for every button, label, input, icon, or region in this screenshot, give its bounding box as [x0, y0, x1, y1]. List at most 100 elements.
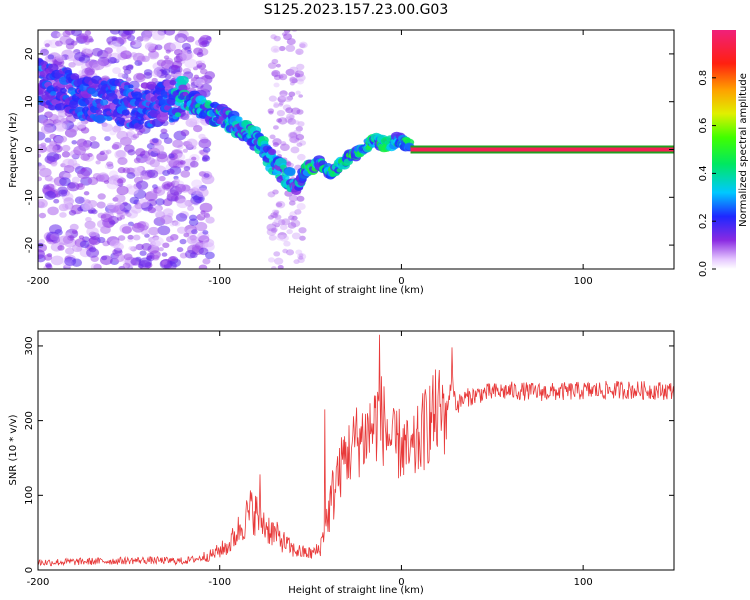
heatmap-cell [59, 177, 71, 187]
heatmap-cell [284, 96, 293, 103]
heatmap-cell [148, 50, 159, 59]
heatmap-cell [191, 179, 203, 189]
heatmap-cell [119, 215, 126, 220]
heatmap-cell [163, 137, 173, 145]
heatmap-cell [162, 208, 174, 217]
heatmap-cell [203, 173, 210, 178]
heatmap-cell [184, 58, 198, 69]
heatmap-cell [274, 214, 282, 220]
colorbar-tick-label: 0.0 [698, 261, 709, 277]
heatmap-cell [160, 128, 168, 134]
heatmap-cell [38, 90, 45, 95]
spectrogram-x-ticks: -200 -100 0 100 [27, 30, 593, 287]
heatmap-cell [66, 181, 80, 192]
heatmap-cell [38, 176, 43, 182]
heatmap-cell [125, 64, 134, 71]
heatmap-cell [205, 216, 215, 224]
heatmap-cell [205, 251, 215, 260]
heatmap-cell [71, 30, 82, 37]
heatmap-cell [99, 255, 113, 266]
heatmap-cell [267, 148, 277, 156]
heatmap-cell [156, 188, 163, 194]
colorbar-tick-label: 0.6 [698, 118, 709, 134]
heatmap-cell [81, 202, 92, 211]
heatmap-cell [133, 157, 142, 164]
heatmap-cell [169, 256, 176, 262]
heatmap-cell [106, 202, 115, 210]
heatmap-cell [65, 247, 75, 255]
heatmap-cell [44, 190, 56, 200]
heatmap-cell [131, 222, 145, 233]
heatmap-cell [198, 196, 204, 201]
heatmap-cell [292, 30, 298, 33]
heatmap-cell [121, 226, 132, 234]
heatmap-cell [196, 51, 204, 58]
heatmap-cell [276, 118, 282, 123]
heatmap-cell [174, 112, 182, 118]
heatmap-cell [162, 169, 171, 176]
heatmap-cell [121, 109, 130, 116]
heatmap-cell [102, 51, 112, 59]
heatmap-cell [38, 198, 48, 209]
heatmap-cell [298, 227, 307, 234]
heatmap-cell [283, 240, 291, 247]
heatmap-cell [132, 133, 140, 139]
heatmap-cell [273, 82, 280, 88]
heatmap-cell [287, 118, 297, 125]
heatmap-cell [48, 104, 56, 111]
heatmap-cell [100, 99, 109, 106]
colorbar-tick-label: 0.4 [698, 165, 709, 181]
heatmap-cell [81, 167, 87, 172]
heatmap-cell [74, 51, 86, 61]
heatmap-cell [290, 107, 301, 115]
heatmap-cell [180, 129, 190, 137]
heatmap-cell [283, 30, 291, 34]
heatmap-cell [116, 178, 124, 184]
heatmap-cell [158, 247, 164, 252]
snr-panel: -200 -100 0 100 0 100 200 300 Height of straig… [8, 330, 675, 596]
heatmap-cell [130, 52, 138, 58]
heatmap-cell [74, 196, 85, 204]
heatmap-cell [296, 142, 303, 147]
heatmap-cell [59, 212, 67, 218]
heatmap-cell [158, 175, 166, 182]
heatmap-cell [44, 137, 52, 143]
heatmap-cell [139, 250, 147, 256]
heatmap-cell [139, 159, 145, 164]
heatmap-cell [273, 251, 281, 257]
heatmap-cell [200, 68, 208, 75]
heatmap-cell [267, 108, 275, 114]
heatmap-cell [191, 244, 201, 251]
heatmap-cell [122, 30, 136, 36]
heatmap-cell [267, 215, 274, 220]
heatmap-cell [92, 60, 105, 71]
heatmap-cell [54, 135, 63, 143]
heatmap-cell [109, 239, 121, 248]
heatmap-cell [112, 67, 122, 74]
heatmap-cell [82, 47, 88, 52]
heatmap-cell [104, 136, 111, 142]
heatmap-cell [267, 62, 277, 69]
heatmap-cell [116, 185, 129, 196]
heatmap-cell [89, 141, 100, 149]
heatmap-cell [156, 59, 166, 67]
heatmap-cell [288, 215, 295, 221]
spectrogram-y-axis-label: Frequency (Hz) [8, 112, 19, 188]
heatmap-cell [161, 260, 168, 265]
heatmap-cell [87, 176, 99, 186]
heatmap-cell [162, 242, 170, 249]
heatmap-cell [57, 186, 68, 195]
heatmap-cell [164, 30, 176, 36]
colorbar-ticks: 0.0 0.2 0.4 0.6 0.8 [698, 70, 716, 277]
heatmap-cell [270, 45, 281, 53]
heatmap-cell [273, 218, 284, 226]
heatmap-cell [168, 153, 175, 159]
heatmap-cell [132, 234, 141, 241]
heatmap-cell [151, 137, 159, 143]
heatmap-cell [71, 229, 78, 234]
heatmap-cell [151, 143, 165, 154]
heatmap-cell [95, 109, 103, 115]
heatmap-cell [40, 124, 54, 134]
heatmap-cell [188, 218, 199, 226]
